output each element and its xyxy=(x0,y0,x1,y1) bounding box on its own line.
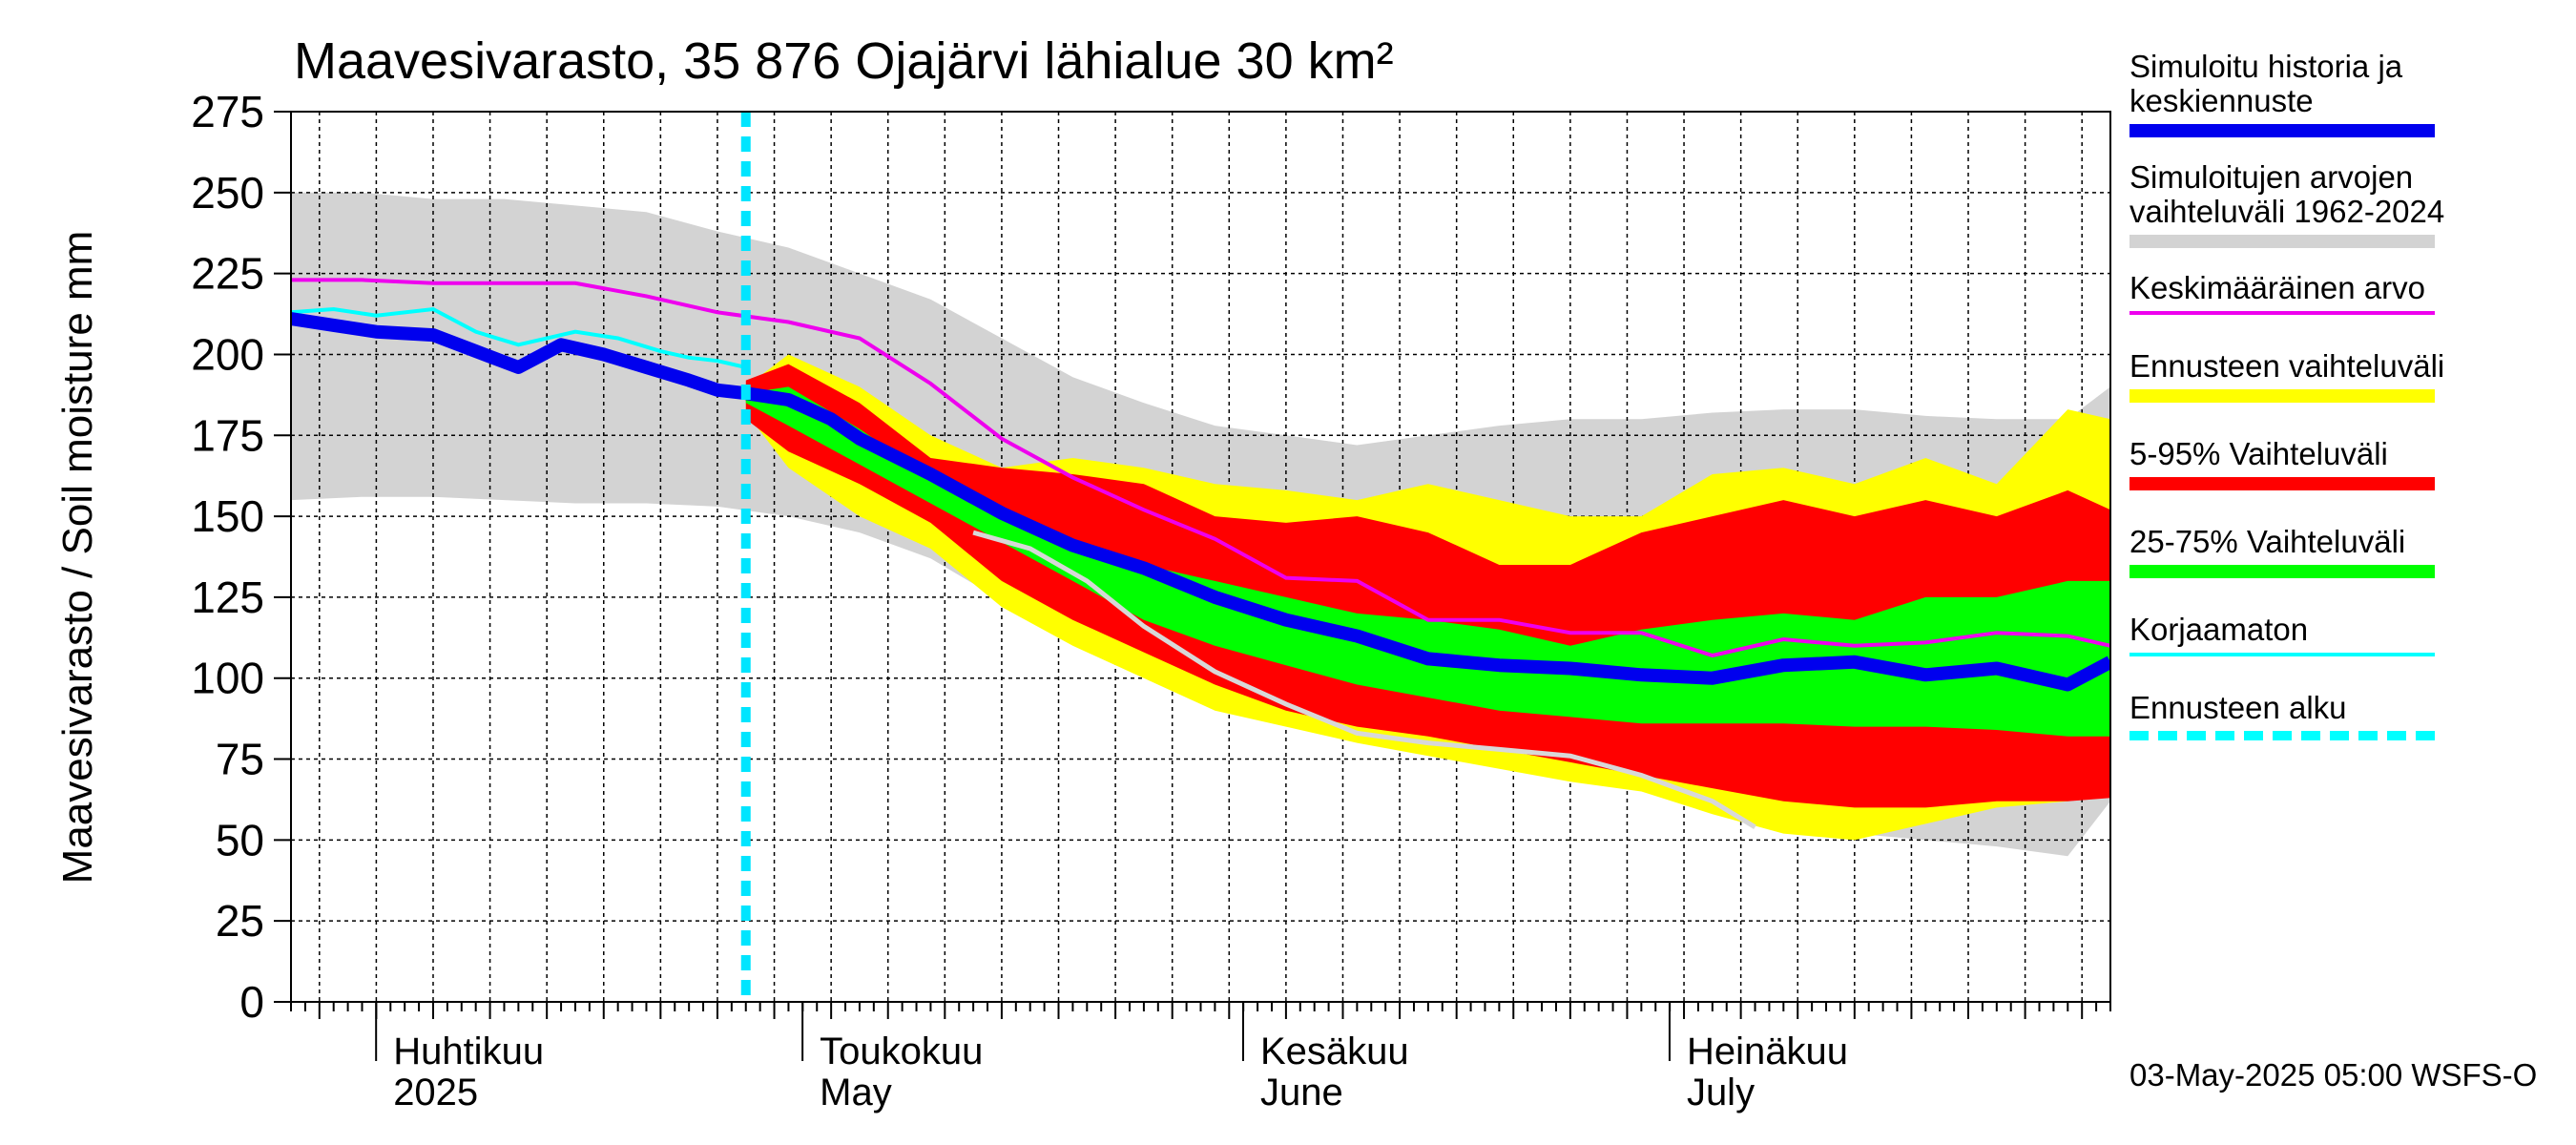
legend-label: 5-95% Vaihteluväli xyxy=(2129,436,2388,471)
legend-swatch xyxy=(2129,389,2435,403)
legend-label: Ennusteen vaihteluväli xyxy=(2129,348,2445,384)
legend-swatch xyxy=(2129,565,2435,578)
legend-swatch xyxy=(2129,311,2435,315)
legend-label: Korjaamaton xyxy=(2129,612,2309,647)
legend-label: Ennusteen alku xyxy=(2129,690,2347,725)
line-korjaamaton xyxy=(291,306,747,369)
month-label-en: July xyxy=(1687,1072,1755,1114)
chart-title: Maavesivarasto, 35 876 Ojajärvi lähialue… xyxy=(294,32,1394,90)
legend-item-ennuste-range: Ennusteen vaihteluväli xyxy=(2129,349,2549,437)
legend-label: Simuloitujen arvojen vaihteluväli 1962-2… xyxy=(2129,159,2445,229)
y-tick-label: 200 xyxy=(191,329,264,379)
y-tick-label: 225 xyxy=(191,249,264,299)
y-tick-label: 100 xyxy=(191,654,264,703)
month-label-fi: Toukokuu xyxy=(820,1030,983,1072)
legend-item-range-1962-2024: Simuloitujen arvojen vaihteluväli 1962-2… xyxy=(2129,160,2549,271)
month-label-en: 2025 xyxy=(393,1072,478,1114)
month-label-fi: Heinäkuu xyxy=(1687,1030,1848,1072)
y-tick-label: 50 xyxy=(216,815,264,864)
y-tick-label: 25 xyxy=(216,896,264,946)
legend-item-historia-keskiennuste: Simuloitu historia ja keskiennuste xyxy=(2129,50,2549,160)
month-label-en: June xyxy=(1260,1072,1343,1114)
legend-swatch xyxy=(2129,477,2435,490)
legend-swatch xyxy=(2129,731,2435,740)
plot-area xyxy=(291,112,2110,1002)
y-tick-label: 125 xyxy=(191,572,264,622)
y-tick-label: 275 xyxy=(191,87,264,136)
legend-item-korjaamaton: Korjaamaton xyxy=(2129,613,2549,691)
month-label-fi: Huhtikuu xyxy=(393,1030,544,1072)
legend-item-forecast-start: Ennusteen alku xyxy=(2129,691,2549,775)
y-tick-label: 75 xyxy=(216,735,264,784)
timestamp: 03-May-2025 05:00 WSFS-O xyxy=(2129,1057,2538,1093)
line-keskimaarainen xyxy=(291,278,2110,658)
month-label-fi: Kesäkuu xyxy=(1260,1030,1409,1072)
legend: Simuloitu historia ja keskiennuste Simulo… xyxy=(2129,50,2549,775)
legend-swatch xyxy=(2129,653,2435,656)
line-historia-keskiennuste xyxy=(291,312,2110,692)
legend-item-p5-95: 5-95% Vaihteluväli xyxy=(2129,437,2549,525)
legend-item-keskimaarainen: Keskimääräinen arvo xyxy=(2129,271,2549,349)
line-grey-member xyxy=(972,530,1756,829)
band-25-75 xyxy=(745,386,2110,737)
legend-label: Simuloitu historia ja keskiennuste xyxy=(2129,49,2403,118)
legend-swatch xyxy=(2129,235,2435,248)
y-tick-label: 0 xyxy=(239,977,264,1027)
y-tick-label: 175 xyxy=(191,410,264,460)
y-tick-label: 250 xyxy=(191,168,264,218)
y-axis-label: Maavesivarasto / Soil moisture mm xyxy=(54,231,101,885)
y-tick-label: 150 xyxy=(191,491,264,541)
month-label-en: May xyxy=(820,1072,892,1114)
legend-label: Keskimääräinen arvo xyxy=(2129,270,2425,305)
legend-swatch xyxy=(2129,124,2435,137)
legend-label: 25-75% Vaihteluväli xyxy=(2129,524,2406,559)
legend-item-p25-75: 25-75% Vaihteluväli xyxy=(2129,525,2549,613)
